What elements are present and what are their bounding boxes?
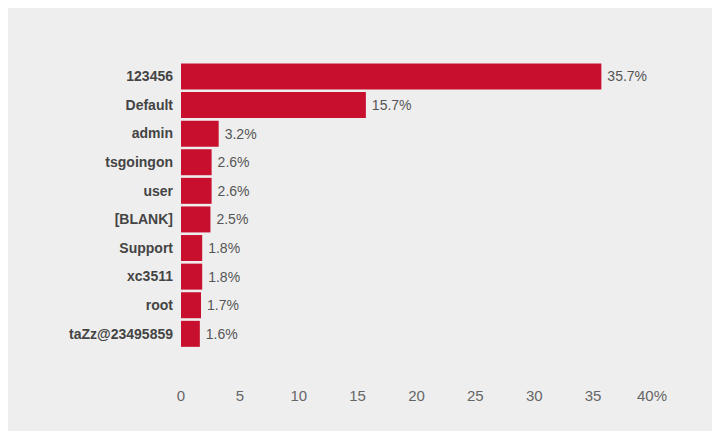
svg-text:taZz@23495859: taZz@23495859 bbox=[69, 326, 173, 342]
svg-text:Default: Default bbox=[126, 97, 174, 113]
svg-text:1.8%: 1.8% bbox=[208, 240, 240, 256]
svg-text:10: 10 bbox=[290, 387, 307, 404]
svg-text:tsgoingon: tsgoingon bbox=[105, 154, 173, 170]
svg-text:0: 0 bbox=[177, 387, 185, 404]
svg-text:15: 15 bbox=[349, 387, 366, 404]
svg-text:1.6%: 1.6% bbox=[206, 326, 238, 342]
svg-text:Support: Support bbox=[119, 240, 173, 256]
svg-text:30: 30 bbox=[526, 387, 543, 404]
svg-text:123456: 123456 bbox=[126, 68, 173, 84]
svg-text:[BLANK]: [BLANK] bbox=[115, 211, 173, 227]
svg-text:15.7%: 15.7% bbox=[372, 97, 412, 113]
svg-text:20: 20 bbox=[408, 387, 425, 404]
svg-text:40%: 40% bbox=[637, 387, 667, 404]
svg-text:root: root bbox=[146, 297, 174, 313]
svg-text:5: 5 bbox=[236, 387, 244, 404]
svg-text:user: user bbox=[143, 183, 173, 199]
svg-text:1.7%: 1.7% bbox=[207, 297, 239, 313]
svg-text:2.6%: 2.6% bbox=[218, 183, 250, 199]
svg-text:admin: admin bbox=[132, 125, 173, 141]
svg-text:35: 35 bbox=[585, 387, 602, 404]
svg-text:2.5%: 2.5% bbox=[216, 211, 248, 227]
svg-text:1.8%: 1.8% bbox=[208, 269, 240, 285]
svg-text:2.6%: 2.6% bbox=[218, 154, 250, 170]
svg-text:25: 25 bbox=[467, 387, 484, 404]
svg-text:3.2%: 3.2% bbox=[225, 126, 257, 142]
svg-text:35.7%: 35.7% bbox=[607, 68, 647, 84]
svg-text:xc3511: xc3511 bbox=[127, 268, 173, 284]
